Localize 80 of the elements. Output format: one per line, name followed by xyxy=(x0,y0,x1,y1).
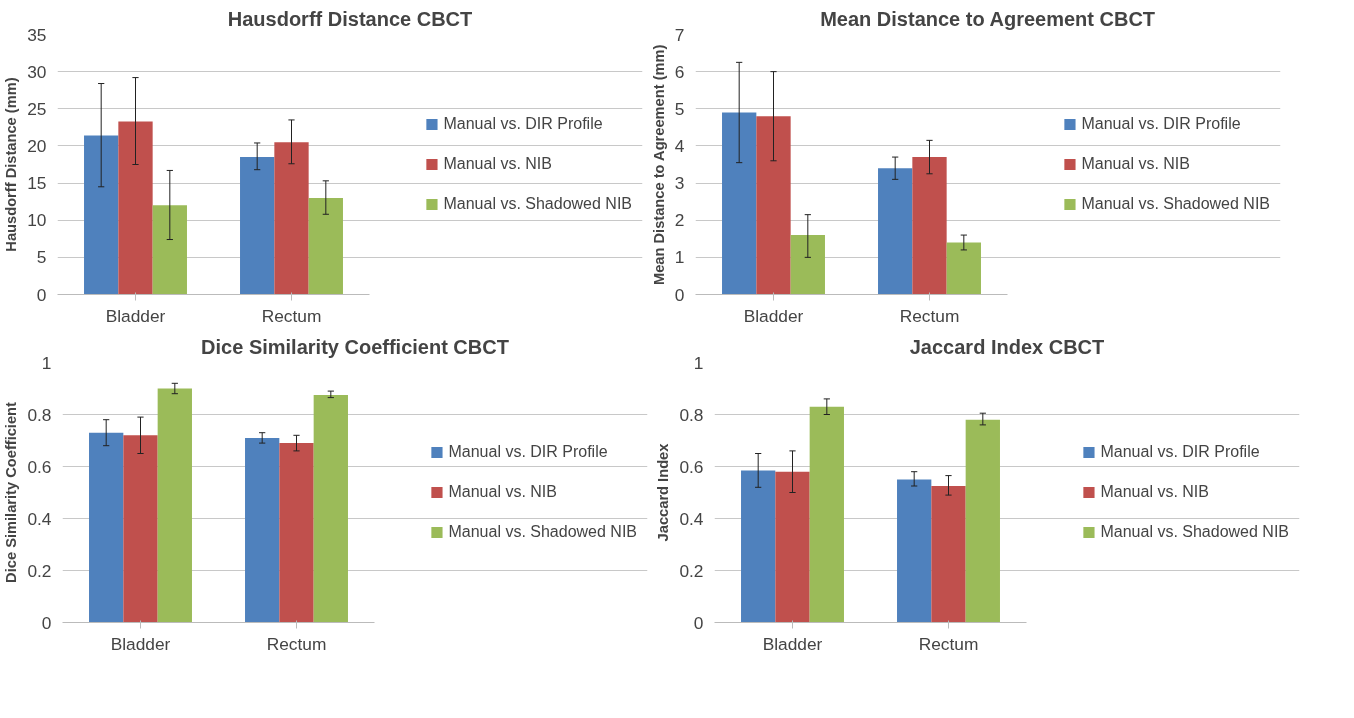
legend-label: Manual vs. NIB xyxy=(1100,483,1209,501)
bar xyxy=(912,157,947,295)
y-tick-label: 15 xyxy=(27,173,47,194)
chart-title: Dice Similarity Coefficient CBCT xyxy=(201,335,509,358)
bar xyxy=(897,479,932,623)
bar xyxy=(790,235,825,295)
legend-label: Manual vs. NIB xyxy=(443,155,552,173)
bar xyxy=(118,121,153,295)
y-tick-label: 4 xyxy=(674,135,685,156)
y-tick-label: 6 xyxy=(674,61,685,82)
y-axis-title: Dice Similarity Coefficient xyxy=(3,401,20,583)
bar xyxy=(878,168,913,295)
y-tick-label: 0.2 xyxy=(27,560,52,581)
y-tick-label: 0.2 xyxy=(679,560,704,581)
y-tick-label: 0 xyxy=(674,284,685,305)
bar xyxy=(965,419,1000,623)
bar xyxy=(775,471,810,623)
bar xyxy=(931,486,966,623)
x-tick-label: Rectum xyxy=(266,633,327,654)
legend-label: Manual vs. Shadowed NIB xyxy=(1081,195,1270,213)
y-axis-title: Jaccard Index xyxy=(655,442,672,542)
y-tick-label: 20 xyxy=(27,135,47,156)
y-tick-label: 0.6 xyxy=(27,456,52,477)
x-tick-label: Bladder xyxy=(743,305,804,326)
x-tick-label: Bladder xyxy=(105,305,166,326)
y-tick-label: 2 xyxy=(674,210,685,231)
legend-label: Manual vs. NIB xyxy=(448,483,557,501)
legend-label: Manual vs. NIB xyxy=(1081,155,1190,173)
bar xyxy=(809,406,844,623)
y-tick-label: 0.6 xyxy=(679,456,704,477)
y-axis-title: Hausdorff Distance (mm) xyxy=(3,77,20,252)
legend-label: Manual vs. Shadowed NIB xyxy=(443,195,632,213)
y-tick-label: 10 xyxy=(27,210,47,231)
bar xyxy=(313,395,348,623)
bar xyxy=(722,112,757,295)
bar xyxy=(152,205,187,295)
bar xyxy=(279,443,314,623)
y-tick-label: 0 xyxy=(41,612,52,633)
x-tick-label: Rectum xyxy=(261,305,322,326)
x-tick-label: Rectum xyxy=(899,305,960,326)
y-tick-label: 1 xyxy=(41,352,52,373)
y-tick-label: 0 xyxy=(36,284,47,305)
y-tick-label: 3 xyxy=(674,173,685,194)
bar xyxy=(89,432,124,623)
bar xyxy=(756,116,791,295)
y-tick-label: 5 xyxy=(674,98,685,119)
y-tick-label: 0.8 xyxy=(27,404,52,425)
y-tick-label: 0.4 xyxy=(679,508,704,529)
y-tick-label: 1 xyxy=(674,247,685,268)
bar xyxy=(741,470,776,623)
chart-title: Jaccard Index CBCT xyxy=(909,335,1105,358)
bar xyxy=(274,142,309,295)
y-tick-label: 25 xyxy=(27,98,47,119)
y-tick-label: 30 xyxy=(27,61,47,82)
bar xyxy=(157,388,192,623)
bar xyxy=(946,242,981,295)
chart-title: Hausdorff Distance CBCT xyxy=(227,7,473,30)
y-tick-label: 1 xyxy=(693,352,704,373)
legend-label: Manual vs. DIR Profile xyxy=(1081,115,1241,133)
legend-label: Manual vs. Shadowed NIB xyxy=(448,523,637,541)
x-tick-label: Bladder xyxy=(110,633,171,654)
y-axis-title: Mean Distance to Agreement (mm) xyxy=(650,44,667,286)
bar xyxy=(245,437,280,623)
y-tick-label: 35 xyxy=(27,24,47,45)
bar xyxy=(84,135,119,295)
y-tick-label: 0 xyxy=(693,612,704,633)
legend-label: Manual vs. DIR Profile xyxy=(448,443,608,461)
bar xyxy=(123,435,158,623)
x-tick-label: Bladder xyxy=(762,633,823,654)
x-tick-label: Rectum xyxy=(918,633,979,654)
bar xyxy=(240,157,275,295)
legend-label: Manual vs. DIR Profile xyxy=(1100,443,1260,461)
y-tick-label: 0.4 xyxy=(27,508,52,529)
y-tick-label: 7 xyxy=(674,24,685,45)
legend-label: Manual vs. DIR Profile xyxy=(443,115,603,133)
y-tick-label: 0.8 xyxy=(679,404,704,425)
legend-label: Manual vs. Shadowed NIB xyxy=(1100,523,1289,541)
bar xyxy=(308,197,343,295)
y-tick-label: 5 xyxy=(36,247,47,268)
chart-title: Mean Distance to Agreement CBCT xyxy=(820,7,1156,30)
